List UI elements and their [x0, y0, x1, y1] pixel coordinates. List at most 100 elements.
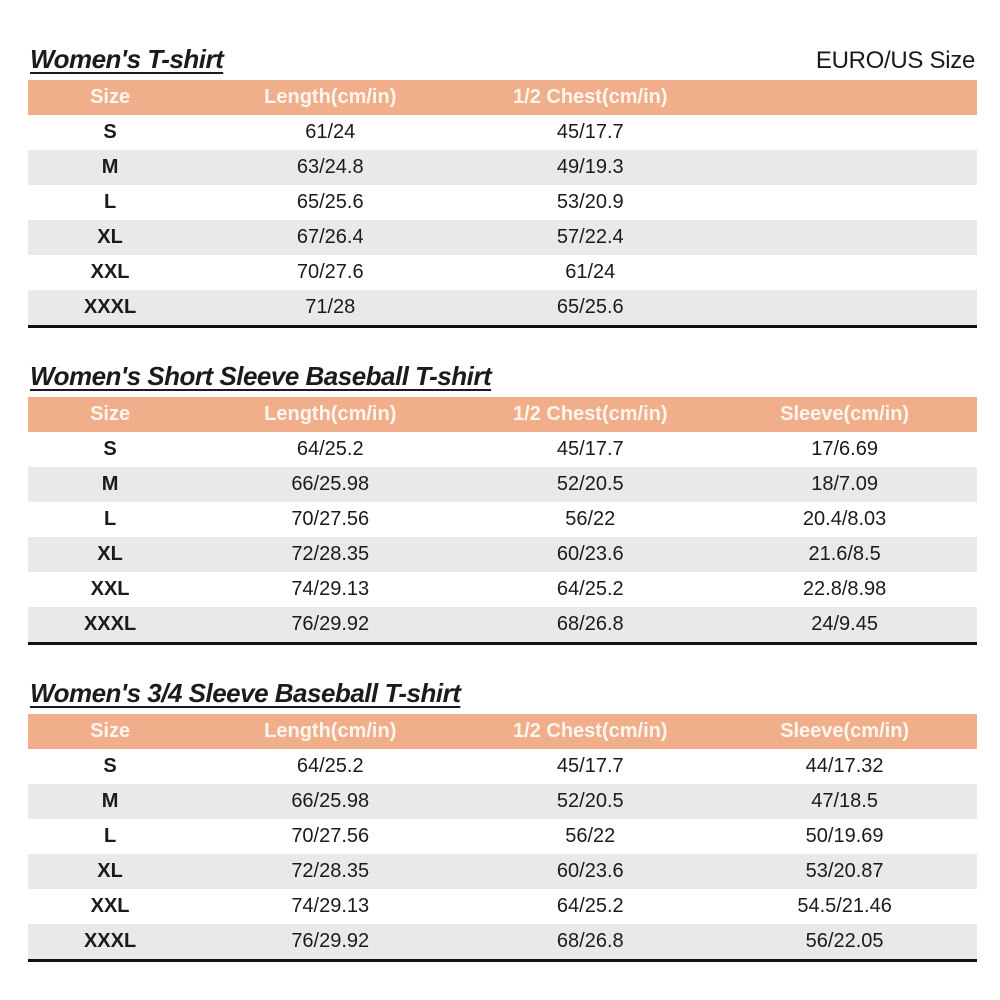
- sleeve-cell: 24/9.45: [811, 613, 878, 635]
- table-row: XXL 70/27.6 61/24: [28, 255, 977, 290]
- size-cell: XL: [97, 860, 123, 882]
- length-cell: 71/28: [305, 296, 356, 318]
- col-header-sleeve: Sleeve(cm/in): [780, 403, 910, 425]
- length-cell: 72/28.35: [291, 860, 370, 882]
- length-cell: 76/29.92: [291, 613, 370, 635]
- col-header-chest: 1/2 Chest(cm/in): [513, 403, 668, 425]
- size-table-womens-tshirt: Size Length(cm/in) 1/2 Chest(cm/in) S 61…: [28, 80, 977, 328]
- sleeve-cell: 21.6/8.5: [808, 543, 881, 565]
- chest-cell: 60/23.6: [556, 543, 624, 565]
- chest-cell: 65/25.6: [556, 296, 624, 318]
- col-header-size: Size: [90, 86, 131, 108]
- size-cell: L: [103, 191, 117, 213]
- size-standard-label: EURO/US Size: [815, 47, 975, 74]
- sleeve-cell: 17/6.69: [811, 438, 878, 460]
- chest-cell: 68/26.8: [556, 930, 624, 952]
- chest-cell: 56/22: [565, 825, 616, 847]
- table-row: S 64/25.2 45/17.7 17/6.69: [28, 432, 977, 467]
- sleeve-cell: 18/7.09: [811, 473, 878, 495]
- col-header-chest: 1/2 Chest(cm/in): [513, 86, 668, 108]
- size-chart-sheet: Women's T-shirt EURO/US Size Size Length…: [28, 44, 977, 962]
- chest-cell: 57/22.4: [556, 226, 624, 248]
- table-title: Women's 3/4 Sleeve Baseball T-shirt: [30, 678, 461, 708]
- col-header-length: Length(cm/in): [264, 403, 397, 425]
- table-row: XXL 74/29.13 64/25.2 54.5/21.46: [28, 889, 977, 924]
- chest-cell: 64/25.2: [556, 895, 624, 917]
- size-cell: XXXL: [83, 930, 137, 952]
- sleeve-cell: 56/22.05: [805, 930, 884, 952]
- table-row: M 66/25.98 52/20.5 18/7.09: [28, 467, 977, 502]
- table-row: L 70/27.56 56/22 50/19.69: [28, 819, 977, 854]
- sleeve-cell: 44/17.32: [805, 755, 884, 777]
- col-header-length: Length(cm/in): [264, 86, 397, 108]
- title-row: Women's 3/4 Sleeve Baseball T-shirt: [28, 678, 977, 709]
- table-header-row: Size Length(cm/in) 1/2 Chest(cm/in) Slee…: [28, 714, 977, 749]
- table-title: Women's T-shirt: [30, 44, 224, 74]
- size-cell: XXXL: [83, 296, 137, 318]
- table-row: XXXL 76/29.92 68/26.8 24/9.45: [28, 607, 977, 642]
- size-cell: S: [103, 438, 117, 460]
- sleeve-cell: 54.5/21.46: [797, 895, 892, 917]
- table-row: M 66/25.98 52/20.5 47/18.5: [28, 784, 977, 819]
- chest-cell: 53/20.9: [556, 191, 624, 213]
- chest-cell: 68/26.8: [556, 613, 624, 635]
- size-cell: XXL: [90, 578, 130, 600]
- sleeve-cell: 20.4/8.03: [802, 508, 887, 530]
- col-header-size: Size: [90, 720, 131, 742]
- length-cell: 74/29.13: [291, 895, 370, 917]
- title-row: Women's T-shirt EURO/US Size: [28, 44, 977, 75]
- size-cell: L: [103, 508, 117, 530]
- col-header-length: Length(cm/in): [264, 720, 397, 742]
- table-row: L 70/27.56 56/22 20.4/8.03: [28, 502, 977, 537]
- chest-cell: 56/22: [565, 508, 616, 530]
- chest-cell: 45/17.7: [556, 755, 624, 777]
- size-cell: M: [101, 156, 119, 178]
- size-cell: S: [103, 121, 117, 143]
- col-header-chest: 1/2 Chest(cm/in): [513, 720, 668, 742]
- length-cell: 65/25.6: [296, 191, 364, 213]
- col-header-size: Size: [90, 403, 131, 425]
- size-cell: XL: [97, 226, 123, 248]
- size-cell: XXL: [90, 895, 130, 917]
- length-cell: 70/27.6: [296, 261, 364, 283]
- size-cell: M: [101, 473, 119, 495]
- chest-cell: 61/24: [565, 261, 616, 283]
- table-row: XXXL 71/28 65/25.6: [28, 290, 977, 325]
- size-cell: L: [103, 825, 117, 847]
- chest-cell: 64/25.2: [556, 578, 624, 600]
- chest-cell: 45/17.7: [556, 121, 624, 143]
- size-table-three-quarter-sleeve: Size Length(cm/in) 1/2 Chest(cm/in) Slee…: [28, 714, 977, 962]
- length-cell: 67/26.4: [296, 226, 364, 248]
- table-row: XL 67/26.4 57/22.4: [28, 220, 977, 255]
- table-header-row: Size Length(cm/in) 1/2 Chest(cm/in): [28, 80, 977, 115]
- table-row: XXL 74/29.13 64/25.2 22.8/8.98: [28, 572, 977, 607]
- table-row: XXXL 76/29.92 68/26.8 56/22.05: [28, 924, 977, 959]
- length-cell: 64/25.2: [296, 438, 364, 460]
- length-cell: 74/29.13: [291, 578, 370, 600]
- length-cell: 66/25.98: [291, 473, 370, 495]
- chest-cell: 52/20.5: [556, 790, 624, 812]
- size-cell: XXL: [90, 261, 130, 283]
- table-row: XL 72/28.35 60/23.6 21.6/8.5: [28, 537, 977, 572]
- table-title: Women's Short Sleeve Baseball T-shirt: [30, 361, 492, 391]
- length-cell: 70/27.56: [291, 825, 370, 847]
- size-cell: S: [103, 755, 117, 777]
- col-header-sleeve: Sleeve(cm/in): [780, 720, 910, 742]
- chest-cell: 45/17.7: [556, 438, 624, 460]
- section-three-quarter-sleeve-baseball: Women's 3/4 Sleeve Baseball T-shirt Size…: [28, 678, 977, 962]
- length-cell: 70/27.56: [291, 508, 370, 530]
- chest-cell: 49/19.3: [556, 156, 624, 178]
- size-table-short-sleeve: Size Length(cm/in) 1/2 Chest(cm/in) Slee…: [28, 397, 977, 645]
- length-cell: 64/25.2: [296, 755, 364, 777]
- sleeve-cell: 47/18.5: [811, 790, 878, 812]
- table-row: M 63/24.8 49/19.3: [28, 150, 977, 185]
- sleeve-cell: 50/19.69: [805, 825, 884, 847]
- table-header-row: Size Length(cm/in) 1/2 Chest(cm/in) Slee…: [28, 397, 977, 432]
- table-row: L 65/25.6 53/20.9: [28, 185, 977, 220]
- length-cell: 72/28.35: [291, 543, 370, 565]
- size-cell: XL: [97, 543, 123, 565]
- sleeve-cell: 22.8/8.98: [802, 578, 887, 600]
- section-short-sleeve-baseball: Women's Short Sleeve Baseball T-shirt Si…: [28, 361, 977, 645]
- table-row: XL 72/28.35 60/23.6 53/20.87: [28, 854, 977, 889]
- section-womens-tshirt: Women's T-shirt EURO/US Size Size Length…: [28, 44, 977, 328]
